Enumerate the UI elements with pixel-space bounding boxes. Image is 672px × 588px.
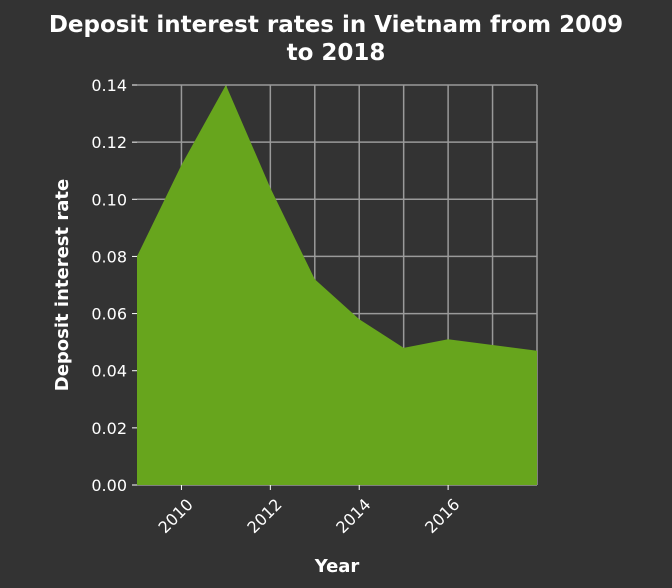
y-axis-ticks: 0.00 0.02 0.04 0.06 0.08 0.10 0.12 0.14	[91, 76, 137, 495]
y-tick-label: 0.08	[91, 247, 127, 266]
y-tick-label: 0.14	[91, 76, 127, 95]
y-tick-label: 0.00	[91, 476, 127, 495]
x-axis-label: Year	[314, 556, 360, 577]
y-tick-label: 0.06	[91, 305, 127, 324]
area-series	[137, 85, 537, 485]
y-axis-label: Deposit interest rate	[52, 179, 73, 391]
chart-title-line-1: Deposit interest rates in Vietnam from 2…	[49, 12, 623, 38]
chart-title-line-2: to 2018	[287, 40, 386, 66]
y-tick-label: 0.04	[91, 362, 127, 381]
area-series-fill	[137, 85, 537, 485]
y-tick-label: 0.12	[91, 133, 127, 152]
y-tick-label: 0.10	[91, 190, 127, 209]
y-tick-label: 0.02	[91, 419, 127, 438]
